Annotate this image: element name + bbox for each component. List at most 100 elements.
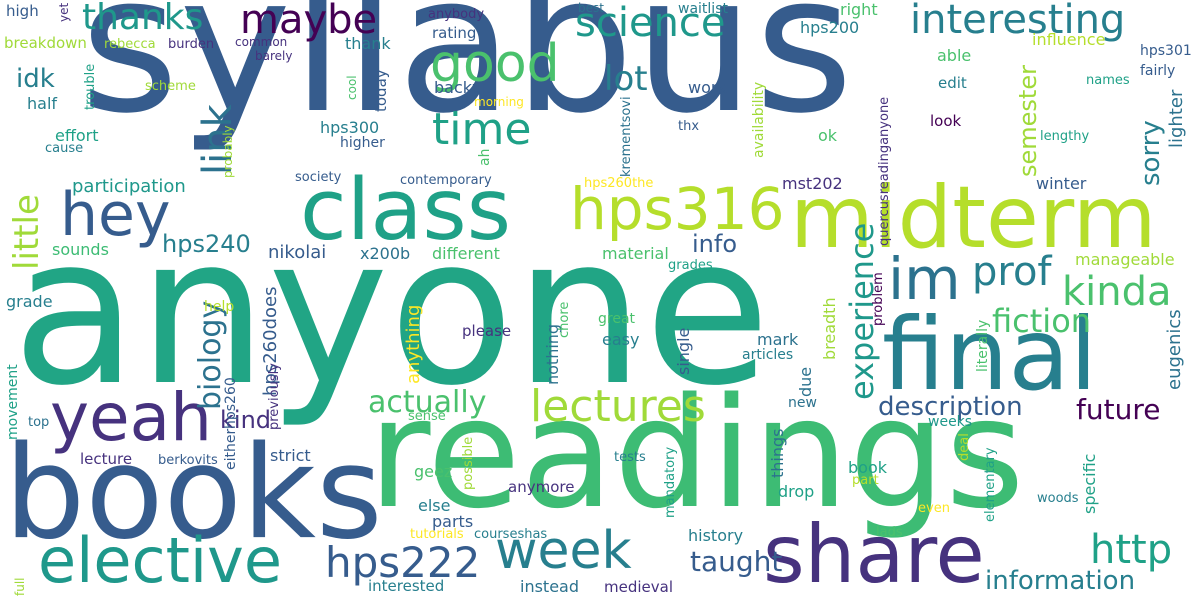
word-elective: elective <box>38 524 282 597</box>
word-different: different <box>432 244 500 263</box>
word-thank: thank <box>345 34 391 53</box>
word-info: info <box>692 230 738 258</box>
word-look: look <box>930 112 962 130</box>
word-work: work <box>688 78 727 97</box>
word-strict: strict <box>270 446 311 465</box>
word-time: time <box>432 104 532 155</box>
word-biology: biology <box>193 300 228 410</box>
word-burden: burden <box>168 37 215 52</box>
word-woods: woods <box>1037 491 1079 506</box>
word-hey: hey <box>60 180 171 250</box>
word-lads: lads <box>876 525 903 540</box>
word-due: due <box>796 366 815 397</box>
word-courseshas: courseshas <box>474 527 548 542</box>
word-lot: lot <box>604 59 648 99</box>
word-rating: rating <box>432 24 477 42</box>
word-lengthy: lengthy <box>1040 129 1090 144</box>
word-previously: previously <box>267 363 282 430</box>
word-things: things <box>768 428 787 479</box>
word-high: high <box>6 2 39 20</box>
word-tutorials: tutorials <box>410 527 464 542</box>
word-chore: chore <box>557 301 572 338</box>
word-lecture: lecture <box>80 450 133 468</box>
word-part: part <box>852 473 879 488</box>
word-semester: semester <box>1014 65 1042 177</box>
word-week: week <box>495 521 632 581</box>
word-right: right <box>840 0 878 19</box>
word-top: top <box>28 415 50 430</box>
word-manageable: manageable <box>1075 250 1175 269</box>
word-anything: anything <box>403 304 424 384</box>
word-drop: drop <box>778 482 815 501</box>
word-little: little <box>7 194 47 270</box>
word-fiction: fiction <box>992 302 1092 340</box>
word-deal: deal <box>957 433 972 461</box>
word-kind: kind <box>220 406 272 434</box>
word-possible: possible <box>461 436 476 490</box>
word-effort: effort <box>55 126 99 145</box>
word-elementary: elementary <box>983 447 998 522</box>
word-information: information <box>985 566 1136 596</box>
word-http: http <box>1090 527 1173 573</box>
word-barely: barely <box>255 49 293 63</box>
word-eitherhps260: eitherhps260 <box>223 377 239 470</box>
word-good: good <box>430 34 560 94</box>
word-description: description <box>878 392 1023 422</box>
word-grades: grades <box>668 258 713 273</box>
word-books: books <box>4 419 383 568</box>
word-literally: literally <box>975 319 991 372</box>
word-trouble: trouble <box>83 63 98 110</box>
word-easy: easy <box>602 330 640 349</box>
word-names: names <box>1086 73 1130 88</box>
word-book: book <box>848 458 887 477</box>
word-parts: parts <box>432 512 474 531</box>
word-sorry: sorry <box>1136 120 1166 186</box>
word-yet: yet <box>57 2 71 22</box>
word-nikolai: nikolai <box>268 242 327 263</box>
word-half: half <box>27 94 58 113</box>
word-help: help <box>204 299 235 315</box>
word-anybody: anybody <box>428 7 485 22</box>
word-science: science <box>575 0 726 46</box>
word-new: new <box>788 395 817 411</box>
word-mandatory: mandatory <box>663 446 678 518</box>
word-hps316: hps316 <box>570 175 785 243</box>
word-contemporary: contemporary <box>400 173 492 188</box>
word-winter: winter <box>1036 174 1087 193</box>
word-edit: edit <box>938 74 967 92</box>
word-interesting: interesting <box>910 0 1126 43</box>
word-hps301: hps301 <box>1140 43 1192 59</box>
word-anyone: anyone <box>12 193 771 431</box>
word-single: single <box>674 327 693 375</box>
word-lighter: lighter <box>1166 89 1187 148</box>
word-hps200: hps200 <box>800 18 860 37</box>
word-anymore: anymore <box>508 478 575 496</box>
word-common: common <box>235 35 288 49</box>
word-interested: interested <box>368 577 445 595</box>
word-ah: ah <box>477 148 493 166</box>
word-morning: morning <box>474 95 524 109</box>
word-quercusreadinganyone: quercusreadinganyone <box>877 96 892 246</box>
word-scheme: scheme <box>145 79 196 94</box>
word-else: else <box>418 496 451 515</box>
word-even: even <box>918 501 950 516</box>
word-backup: backup <box>434 78 492 97</box>
word-breakdown: breakdown <box>4 34 87 52</box>
word-yeah: yeah <box>50 379 212 456</box>
word-higher: higher <box>340 135 385 151</box>
word-eugenics: eugenics <box>1164 309 1185 390</box>
word-ok: ok <box>818 126 838 145</box>
word-waitlist: waitlist <box>678 1 728 17</box>
word-midterm: midterm <box>790 168 1157 268</box>
word-problem: problem <box>871 272 886 326</box>
word-kinda: kinda <box>1062 269 1172 315</box>
word-idk: idk <box>16 64 55 94</box>
word-im: im <box>888 245 961 313</box>
word-material: material <box>602 244 669 263</box>
word-influence: influence <box>1032 30 1106 49</box>
word-tests: tests <box>614 450 646 465</box>
word-thx: thx <box>678 119 700 134</box>
word-specific: specific <box>1080 453 1099 514</box>
word-syllabus: syllabus <box>80 0 854 155</box>
word-x200b: x200b <box>360 244 411 263</box>
